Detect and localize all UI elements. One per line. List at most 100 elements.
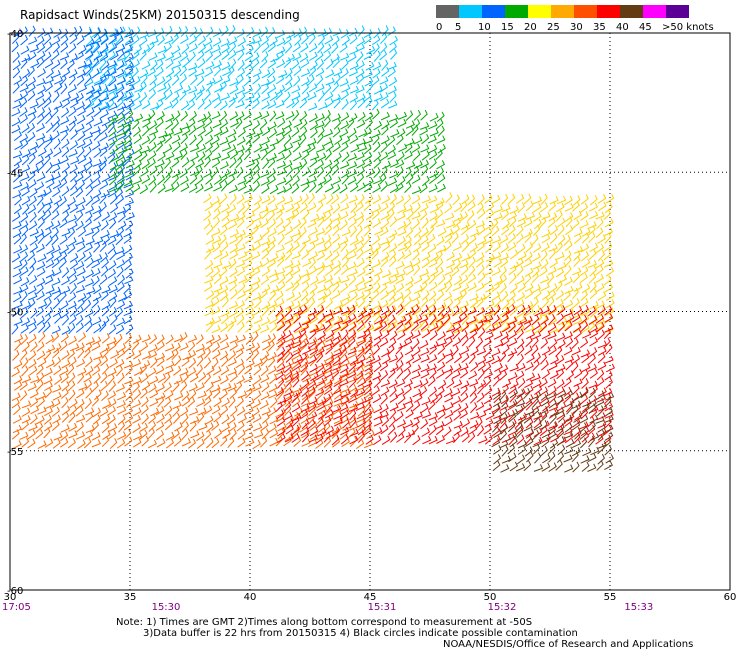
wind-barb (285, 111, 295, 120)
wind-barb (188, 51, 196, 63)
wind-barb (28, 323, 37, 334)
wind-barb (19, 220, 29, 230)
wind-barb (547, 266, 557, 276)
wind-barb (485, 209, 495, 220)
wind-barb (37, 232, 45, 245)
wind-barb (420, 109, 428, 121)
wind-barb (484, 434, 493, 445)
wind-barb (349, 93, 359, 103)
wind-barb (51, 325, 61, 334)
wind-barb (284, 142, 294, 152)
wind-barb (597, 352, 606, 364)
wind-barb (246, 383, 256, 393)
wind-barb (83, 131, 93, 141)
wind-barb (11, 323, 19, 335)
wind-barb (493, 454, 502, 465)
wind-barb (107, 98, 115, 110)
wind-barb (107, 414, 116, 425)
wind-barb (579, 429, 588, 440)
wind-barb (141, 174, 151, 185)
wind-barb (141, 413, 149, 425)
wind-barb (244, 364, 253, 375)
wind-barb (566, 403, 574, 415)
wind-barb (310, 276, 319, 286)
wind-barb (27, 83, 36, 94)
wind-barb (428, 435, 438, 445)
wind-barb (171, 169, 181, 179)
wind-barb (381, 329, 390, 340)
wind-barb (252, 324, 262, 334)
wind-barb (307, 313, 316, 324)
wind-barb (219, 266, 228, 277)
wind-barb (260, 391, 270, 401)
wind-barb (269, 274, 280, 284)
wind-barb (436, 404, 446, 414)
wind-barb (156, 429, 165, 441)
wind-barb (85, 185, 94, 197)
wind-barb (237, 182, 247, 192)
wind-barb (419, 203, 429, 213)
wind-barb (147, 427, 155, 440)
wind-barb (390, 431, 398, 443)
wind-barb (357, 431, 365, 443)
wind-barb (59, 218, 68, 229)
wind-barb (190, 74, 198, 86)
wind-barb (21, 53, 31, 63)
wind-barb (165, 360, 175, 369)
wind-barb (339, 42, 348, 53)
wind-barb (531, 373, 541, 382)
wind-barb (285, 272, 294, 284)
wind-barb (75, 342, 85, 352)
wind-barb (157, 373, 167, 384)
wind-barb (83, 123, 93, 133)
wind-barb (323, 416, 332, 427)
wind-barb (373, 435, 382, 446)
wind-barb (308, 65, 317, 77)
wind-barb (443, 291, 453, 302)
wind-barb (292, 347, 301, 357)
wind-barb (541, 211, 551, 220)
wind-barb (291, 97, 300, 109)
wind-barb (52, 187, 61, 198)
wind-barb (45, 68, 54, 79)
wind-barb (508, 399, 518, 408)
wind-barb (332, 260, 342, 270)
wind-barb (181, 85, 192, 94)
wind-barb (547, 331, 557, 340)
wind-barb (387, 61, 397, 70)
wind-barb (155, 66, 164, 77)
wind-barb (516, 434, 525, 445)
wind-barb (302, 235, 311, 245)
wind-barb (220, 342, 230, 351)
wind-barb (84, 99, 92, 110)
wind-barb (109, 358, 118, 368)
wind-barb (12, 414, 22, 424)
wind-barb (315, 321, 324, 333)
wind-barb (540, 258, 549, 270)
wind-barb (213, 50, 222, 61)
wind-barb (227, 367, 237, 376)
wind-barb (437, 244, 447, 254)
wind-barb (243, 252, 253, 262)
wind-barb (517, 251, 527, 261)
wind-barb (235, 259, 246, 268)
wind-barb (67, 349, 76, 360)
wind-barb (211, 135, 220, 145)
wind-barb (347, 152, 357, 162)
wind-barb (371, 355, 381, 365)
wind-barb (275, 217, 284, 228)
wind-barb (52, 347, 60, 359)
wind-barb (211, 44, 221, 54)
wind-barb (28, 36, 38, 45)
wind-barb (389, 114, 399, 122)
wind-barb (421, 150, 430, 161)
wind-barb (310, 127, 318, 139)
wind-barb (20, 139, 29, 150)
wind-barb (565, 337, 574, 348)
wind-barb (299, 327, 307, 340)
wind-barb (44, 313, 52, 325)
wind-barb (549, 233, 558, 244)
wind-barb (398, 243, 408, 252)
wind-barb (412, 292, 421, 302)
wind-barb (116, 44, 126, 53)
